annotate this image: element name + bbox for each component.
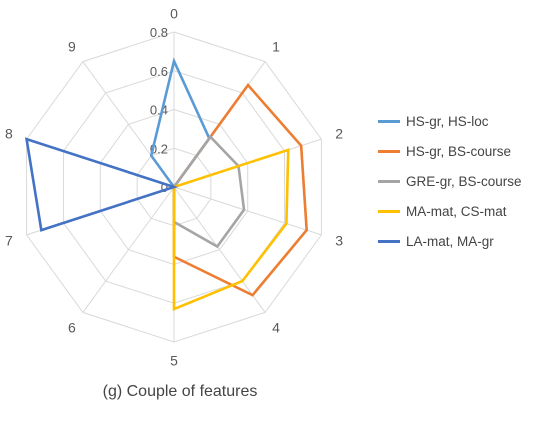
legend-item: HS-gr, BS-course	[378, 136, 522, 166]
grid-spoke	[82, 186, 175, 313]
legend-item: GRE-gr, BS-course	[378, 166, 522, 196]
category-label: 4	[272, 319, 280, 335]
radial-tick-label: 0.6	[150, 64, 168, 79]
legend-item: MA-mat, CS-mat	[378, 196, 522, 226]
category-label: 3	[335, 233, 343, 249]
legend-label: LA-mat, MA-gr	[406, 233, 494, 249]
radial-tick-label: 0	[161, 180, 168, 195]
category-label: 0	[170, 5, 178, 21]
grid-spoke	[173, 186, 266, 313]
legend-swatch	[378, 239, 400, 243]
legend-label: HS-gr, BS-course	[406, 143, 512, 159]
legend-swatch	[378, 209, 400, 213]
series-line	[149, 57, 211, 190]
legend-swatch	[378, 179, 400, 183]
series-line	[172, 148, 290, 312]
legend-label: GRE-gr, BS-course	[406, 173, 522, 189]
legend-label: MA-mat, CS-mat	[406, 203, 507, 219]
radial-tick-label: 0.8	[150, 25, 168, 40]
category-label: 6	[68, 319, 76, 335]
category-label: 1	[272, 39, 280, 55]
legend-item: LA-mat, MA-gr	[378, 226, 522, 256]
category-label: 9	[68, 39, 76, 55]
legend-swatch	[378, 149, 400, 153]
series-line	[24, 137, 179, 232]
legend-item: HS-gr, HS-loc	[378, 106, 522, 136]
chart-legend: HS-gr, HS-loc HS-gr, BS-course GRE-gr, BS-…	[378, 106, 522, 256]
category-label: 5	[170, 353, 178, 369]
grid-spoke	[173, 186, 322, 236]
chart-caption: (g) Couple of features	[102, 383, 258, 400]
radial-tick-label: 0.4	[150, 103, 168, 118]
category-label: 8	[5, 125, 13, 141]
category-label: 7	[5, 233, 13, 249]
legend-label: HS-gr, HS-loc	[406, 113, 489, 129]
category-label: 2	[335, 125, 343, 141]
legend-swatch	[378, 119, 400, 123]
